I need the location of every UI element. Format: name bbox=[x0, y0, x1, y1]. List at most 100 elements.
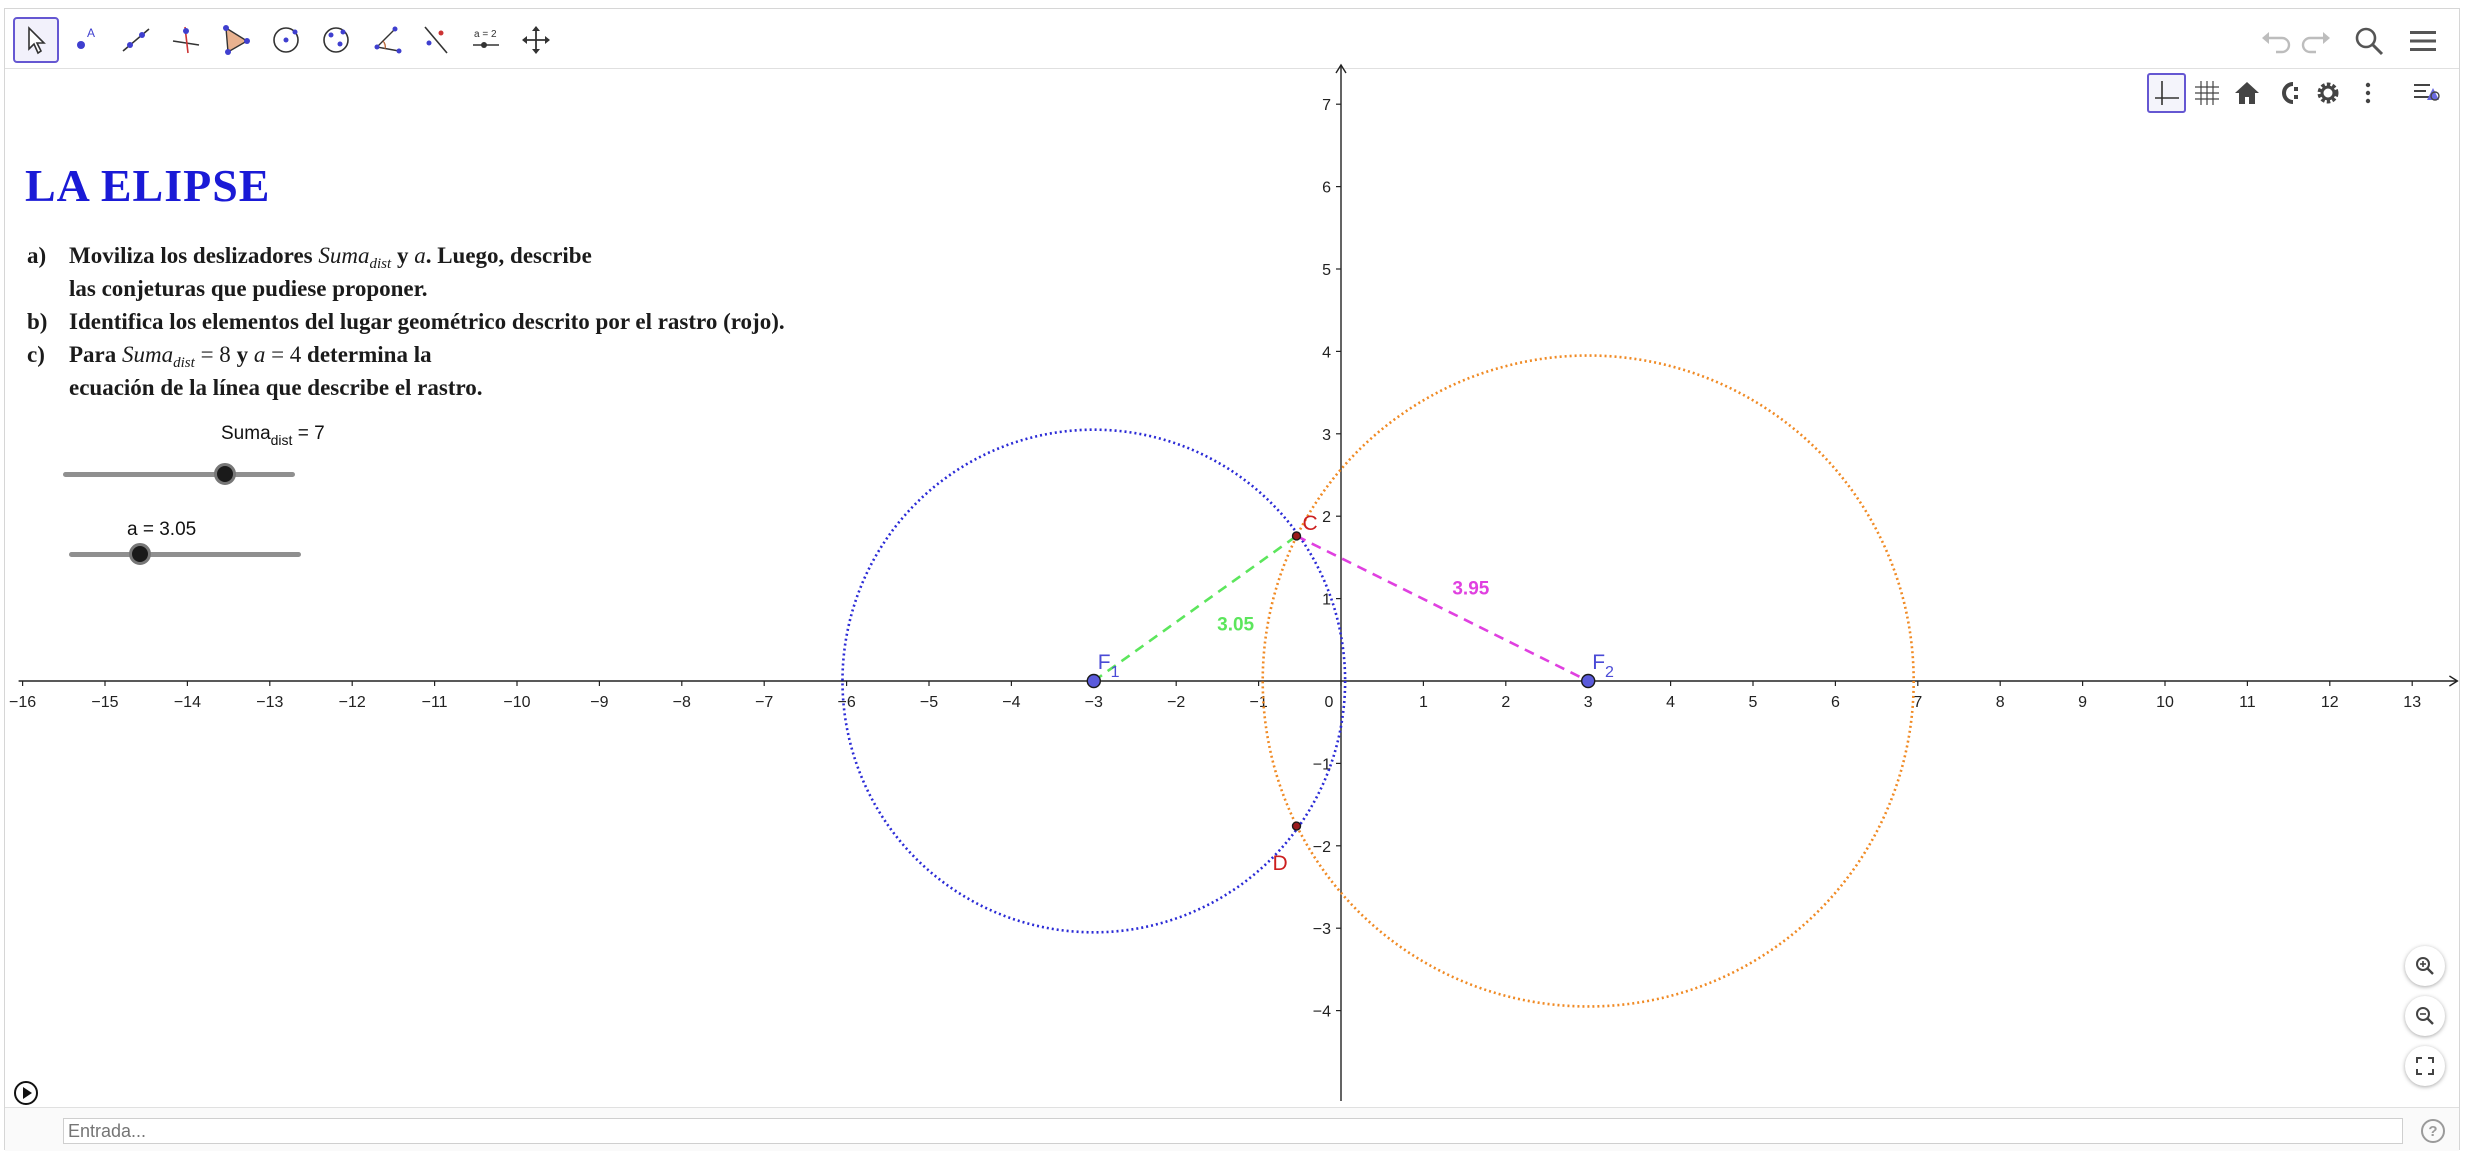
algebra-input-field[interactable] bbox=[63, 1118, 2403, 1144]
instruction-c-line1: c) Para Sumadist = 8 y a = 4 determina l… bbox=[27, 342, 1007, 375]
point-c[interactable] bbox=[1291, 531, 1302, 541]
more-options-button[interactable] bbox=[2348, 73, 2387, 113]
segment-f1-c bbox=[1093, 534, 1298, 683]
graphics-settings-button[interactable] bbox=[2308, 73, 2347, 113]
main-menu-button[interactable] bbox=[2403, 21, 2443, 61]
redo-icon bbox=[2301, 32, 2330, 54]
search-icon bbox=[2355, 27, 2384, 56]
x-tick-label: −15 bbox=[91, 694, 118, 711]
suma-variable: Suma bbox=[318, 243, 370, 268]
y-tick-label: 1 bbox=[1322, 592, 1331, 609]
animation-play-button[interactable] bbox=[14, 1081, 38, 1105]
y-tick-label: −1 bbox=[1313, 756, 1331, 773]
undo-button[interactable] bbox=[2255, 21, 2295, 61]
home-icon bbox=[2235, 82, 2260, 104]
more-vertical-icon bbox=[2365, 82, 2371, 104]
toggle-style-bar-button[interactable] bbox=[2407, 73, 2446, 113]
ellipse-icon bbox=[323, 27, 349, 53]
y-tick-label: −2 bbox=[1313, 839, 1331, 856]
x-tick-label: −9 bbox=[590, 694, 608, 711]
angle-icon bbox=[374, 26, 402, 54]
move-view-tool-button[interactable] bbox=[513, 17, 559, 63]
search-button[interactable] bbox=[2349, 21, 2389, 61]
point-label-d: D bbox=[1273, 852, 1288, 875]
instruction-a-text-end: . Luego, describe bbox=[425, 243, 592, 268]
zoom-out-button[interactable] bbox=[2405, 996, 2445, 1036]
x-tick-label: −16 bbox=[9, 694, 36, 711]
y-tick-label: 6 bbox=[1322, 180, 1331, 197]
x-tick-label: −2 bbox=[1167, 694, 1185, 711]
move-arrows-icon bbox=[522, 26, 550, 54]
point-capturing-button[interactable] bbox=[2268, 73, 2307, 113]
instruction-b-text: Identifica los elementos del lugar geomé… bbox=[69, 309, 785, 334]
svg-text:a = 2: a = 2 bbox=[474, 29, 497, 40]
x-tick-label: 12 bbox=[2321, 694, 2339, 711]
point-label-c: C bbox=[1303, 512, 1318, 535]
suma-slider-name: Suma bbox=[221, 423, 271, 444]
zoom-in-button[interactable] bbox=[2405, 946, 2445, 986]
a-value-c: = 4 bbox=[265, 342, 302, 367]
point-tool-button[interactable]: A bbox=[63, 17, 109, 63]
instruction-a-text-2: las conjeturas que pudiese proponer. bbox=[69, 276, 428, 301]
circle-center-tool-button[interactable] bbox=[263, 17, 309, 63]
suma-slider-knob[interactable] bbox=[214, 463, 237, 485]
point-d[interactable] bbox=[1291, 821, 1302, 831]
point-f1[interactable] bbox=[1086, 673, 1102, 689]
line-icon bbox=[122, 28, 150, 52]
reflect-tool-button[interactable] bbox=[413, 17, 459, 63]
instruction-c-text-2: ecuación de la línea que describe el ras… bbox=[69, 375, 483, 400]
instruction-c-text: Para bbox=[69, 342, 123, 367]
instruction-b-marker: b) bbox=[27, 309, 48, 334]
standard-view-button[interactable] bbox=[2228, 73, 2267, 113]
segment-f1-c-label: 3.05 bbox=[1217, 614, 1254, 635]
perpendicular-tool-button[interactable] bbox=[163, 17, 209, 63]
toggle-axes-button[interactable] bbox=[2147, 73, 2187, 113]
polygon-tool-button[interactable] bbox=[213, 17, 259, 63]
perpendicular-icon bbox=[172, 26, 200, 54]
x-tick-label: −7 bbox=[755, 694, 773, 711]
y-tick-label: −3 bbox=[1313, 921, 1331, 938]
graphics-style-bar bbox=[2147, 71, 2447, 115]
y-tick-label: 4 bbox=[1322, 344, 1331, 361]
geogebra-app: A a = 2 bbox=[4, 8, 2461, 1151]
magnet-icon bbox=[2281, 82, 2298, 104]
reflect-icon bbox=[424, 26, 448, 54]
toggle-grid-button[interactable] bbox=[2187, 73, 2226, 113]
suma-slider-sub: dist bbox=[270, 432, 293, 448]
x-tick-label: 1 bbox=[1419, 694, 1428, 711]
x-axis-arrow bbox=[2449, 675, 2459, 687]
point-icon: A bbox=[77, 26, 95, 49]
a-slider-track[interactable] bbox=[69, 552, 301, 557]
x-tick-label: −14 bbox=[174, 694, 201, 711]
x-tick-label: 3 bbox=[1584, 694, 1593, 711]
redo-button[interactable] bbox=[2297, 21, 2337, 61]
slider-tool-button[interactable]: a = 2 bbox=[463, 17, 509, 63]
input-help-button[interactable]: ? bbox=[2421, 1119, 2445, 1143]
angle-tool-button[interactable] bbox=[363, 17, 409, 63]
x-tick-label: −8 bbox=[673, 694, 691, 711]
zoom-in-icon bbox=[2416, 957, 2434, 975]
ellipse-tool-button[interactable] bbox=[313, 17, 359, 63]
x-tick-label: −1 bbox=[1249, 694, 1267, 711]
instruction-b: b) Identifica los elementos del lugar ge… bbox=[27, 309, 1007, 342]
a-slider-knob[interactable] bbox=[128, 543, 151, 565]
x-tick-label: 0 bbox=[1325, 694, 1334, 711]
line-tool-button[interactable] bbox=[113, 17, 159, 63]
suma-slider-label: Sumadist = 7 bbox=[221, 423, 325, 448]
grid-icon bbox=[2194, 81, 2219, 105]
y-tick-label: 3 bbox=[1322, 427, 1331, 444]
x-tick-label: 10 bbox=[2156, 694, 2174, 711]
point-f2[interactable] bbox=[1580, 673, 1596, 689]
instruction-c-and: y bbox=[230, 342, 254, 367]
gear-icon bbox=[2317, 82, 2339, 104]
suma-slider-track[interactable] bbox=[63, 472, 295, 477]
x-tick-label: −10 bbox=[503, 694, 530, 711]
instruction-c-marker: c) bbox=[27, 342, 45, 367]
x-tick-label: −6 bbox=[837, 694, 855, 711]
x-tick-label: 8 bbox=[1996, 694, 2005, 711]
fullscreen-button[interactable] bbox=[2405, 1046, 2445, 1086]
move-tool-button[interactable] bbox=[13, 17, 59, 63]
y-tick-label: 5 bbox=[1322, 262, 1331, 279]
graphics-view[interactable]: −16 −15 −14 −13 −12 −11 −10 −9 −8 −7 −6 −5 −4 −3 −2 −1 0… bbox=[5, 9, 2461, 1107]
a-slider-label: a = 3.05 bbox=[127, 519, 197, 540]
